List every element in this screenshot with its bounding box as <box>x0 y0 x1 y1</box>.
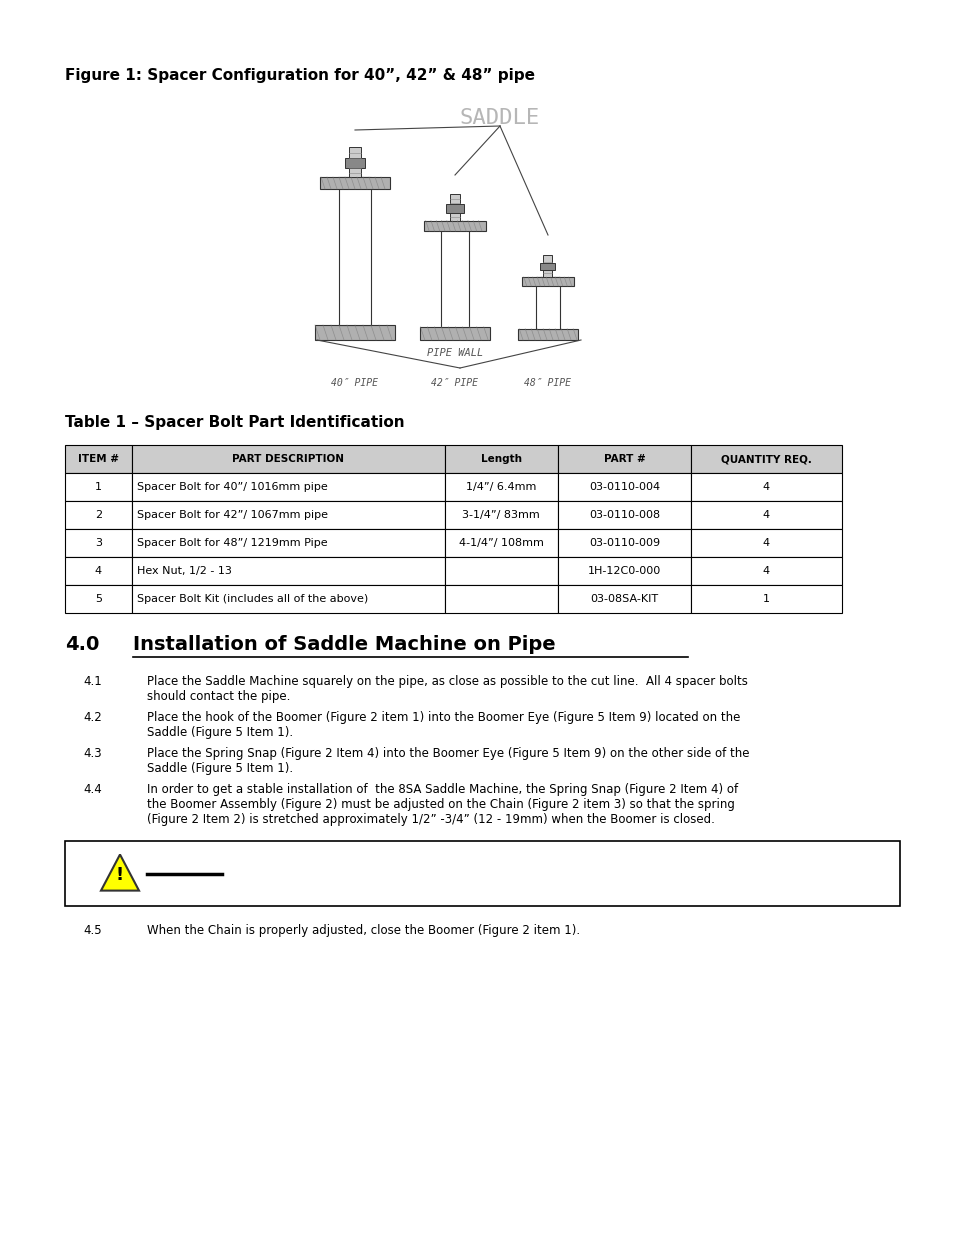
Text: Length: Length <box>480 454 521 464</box>
Bar <box>65 529 132 557</box>
Bar <box>444 501 558 529</box>
Bar <box>65 473 132 501</box>
Text: 1: 1 <box>762 594 769 604</box>
Bar <box>543 254 552 277</box>
Text: 4-1/4”/ 108mm: 4-1/4”/ 108mm <box>458 538 543 548</box>
Bar <box>444 529 558 557</box>
Bar <box>558 445 691 473</box>
Text: Place the Spring Snap (Figure 2 Item 4) into the Boomer Eye (Figure 5 Item 9) on: Place the Spring Snap (Figure 2 Item 4) … <box>147 747 749 776</box>
Bar <box>65 501 132 529</box>
Text: Spacer Bolt for 40”/ 1016mm pipe: Spacer Bolt for 40”/ 1016mm pipe <box>136 482 327 492</box>
Text: 4.1: 4.1 <box>83 676 102 688</box>
Text: 2: 2 <box>94 510 102 520</box>
Bar <box>449 194 459 221</box>
Bar <box>65 841 899 906</box>
Text: 4.3: 4.3 <box>83 747 102 760</box>
Text: 48″ PIPE: 48″ PIPE <box>524 378 571 388</box>
Text: When the Chain is properly adjusted, close the Boomer (Figure 2 item 1).: When the Chain is properly adjusted, clo… <box>147 924 579 937</box>
Text: 03-08SA-KIT: 03-08SA-KIT <box>590 594 658 604</box>
Bar <box>691 529 841 557</box>
Bar <box>345 158 365 168</box>
Text: SADDLE: SADDLE <box>459 107 539 128</box>
Bar <box>338 177 371 325</box>
Text: Place the hook of the Boomer (Figure 2 item 1) into the Boomer Eye (Figure 5 Ite: Place the hook of the Boomer (Figure 2 i… <box>147 711 740 739</box>
Text: In order to get a stable installation of  the 8SA Saddle Machine, the Spring Sna: In order to get a stable installation of… <box>147 783 738 826</box>
Text: PART DESCRIPTION: PART DESCRIPTION <box>233 454 344 464</box>
Text: 5: 5 <box>94 594 102 604</box>
Bar <box>540 263 555 270</box>
Text: PART #: PART # <box>603 454 644 464</box>
Bar <box>419 327 490 340</box>
Text: 1: 1 <box>94 482 102 492</box>
Bar <box>446 204 463 212</box>
Bar <box>558 473 691 501</box>
Text: Table 1 – Spacer Bolt Part Identification: Table 1 – Spacer Bolt Part Identificatio… <box>65 415 404 430</box>
Bar <box>691 473 841 501</box>
Text: 4: 4 <box>762 538 769 548</box>
Bar <box>132 445 444 473</box>
Text: QUANTITY REQ.: QUANTITY REQ. <box>720 454 811 464</box>
Bar <box>132 501 444 529</box>
Bar <box>65 445 132 473</box>
Bar <box>536 277 559 329</box>
Bar <box>558 585 691 613</box>
Bar <box>691 445 841 473</box>
Bar <box>517 329 578 340</box>
Text: Spacer Bolt for 48”/ 1219mm Pipe: Spacer Bolt for 48”/ 1219mm Pipe <box>136 538 327 548</box>
Text: 4.5: 4.5 <box>83 924 102 937</box>
Bar <box>132 585 444 613</box>
Bar <box>558 557 691 585</box>
Text: !: ! <box>116 867 124 884</box>
Text: 03-0110-004: 03-0110-004 <box>588 482 659 492</box>
Bar <box>558 529 691 557</box>
Text: Spacer Bolt Kit (includes all of the above): Spacer Bolt Kit (includes all of the abo… <box>136 594 368 604</box>
Bar <box>132 473 444 501</box>
Text: 4: 4 <box>762 566 769 576</box>
Text: 03-0110-008: 03-0110-008 <box>588 510 659 520</box>
Text: 4.4: 4.4 <box>83 783 102 797</box>
Text: Installation of Saddle Machine on Pipe: Installation of Saddle Machine on Pipe <box>132 635 555 655</box>
Bar <box>440 221 469 327</box>
Bar <box>691 501 841 529</box>
Text: Figure 1: Spacer Configuration for 40”, 42” & 48” pipe: Figure 1: Spacer Configuration for 40”, … <box>65 68 535 83</box>
Bar <box>132 529 444 557</box>
Bar <box>349 147 360 177</box>
Text: 4.0: 4.0 <box>65 635 99 655</box>
Text: ITEM #: ITEM # <box>78 454 119 464</box>
Polygon shape <box>101 855 139 890</box>
Text: Spacer Bolt for 42”/ 1067mm pipe: Spacer Bolt for 42”/ 1067mm pipe <box>136 510 328 520</box>
Text: 4: 4 <box>762 482 769 492</box>
Bar <box>444 473 558 501</box>
Bar <box>319 177 390 189</box>
Text: 42″ PIPE: 42″ PIPE <box>431 378 478 388</box>
Bar <box>691 557 841 585</box>
Bar <box>691 585 841 613</box>
Bar <box>444 557 558 585</box>
Bar <box>558 501 691 529</box>
Text: Hex Nut, 1/2 - 13: Hex Nut, 1/2 - 13 <box>136 566 232 576</box>
Text: Place the Saddle Machine squarely on the pipe, as close as possible to the cut l: Place the Saddle Machine squarely on the… <box>147 676 747 703</box>
Text: 1H-12C0-000: 1H-12C0-000 <box>587 566 660 576</box>
Text: 4: 4 <box>762 510 769 520</box>
Text: 1/4”/ 6.4mm: 1/4”/ 6.4mm <box>466 482 536 492</box>
Text: 4.2: 4.2 <box>83 711 102 724</box>
Bar <box>444 445 558 473</box>
Text: 4: 4 <box>94 566 102 576</box>
Bar <box>65 557 132 585</box>
Text: 3-1/4”/ 83mm: 3-1/4”/ 83mm <box>462 510 539 520</box>
Text: PIPE WALL: PIPE WALL <box>426 348 482 358</box>
Bar <box>521 277 574 287</box>
Text: 40″ PIPE: 40″ PIPE <box>331 378 378 388</box>
Bar <box>65 585 132 613</box>
Text: 3: 3 <box>94 538 102 548</box>
Bar <box>132 557 444 585</box>
Bar <box>444 585 558 613</box>
Text: 03-0110-009: 03-0110-009 <box>588 538 659 548</box>
Bar <box>424 221 485 231</box>
Bar <box>314 325 395 340</box>
